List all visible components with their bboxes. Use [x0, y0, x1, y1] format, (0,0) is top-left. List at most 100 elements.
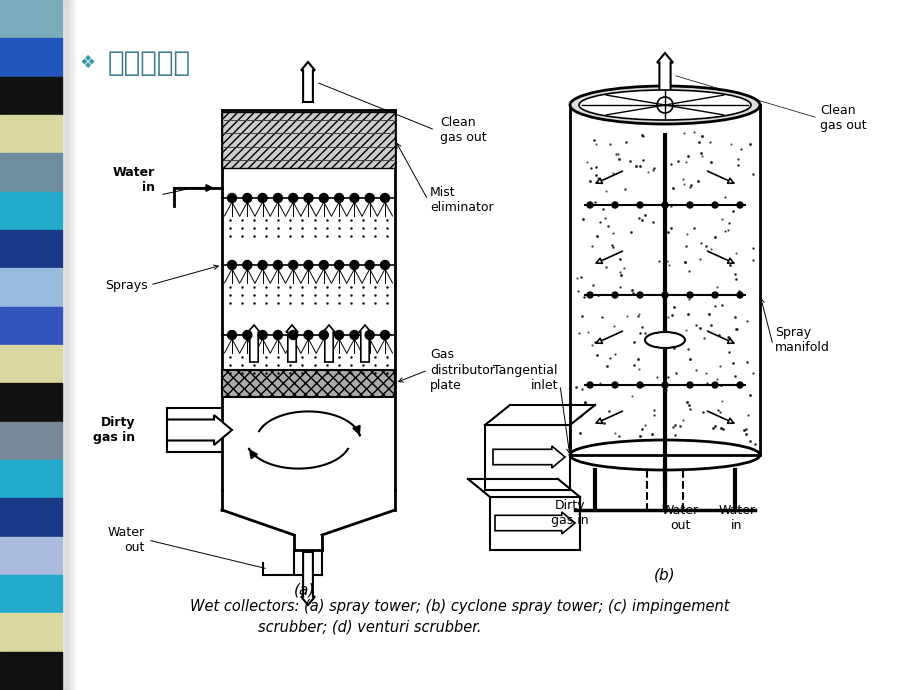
Polygon shape: [248, 325, 260, 362]
Circle shape: [380, 193, 389, 202]
Bar: [221, 370, 394, 397]
Circle shape: [636, 202, 642, 208]
Circle shape: [227, 193, 236, 202]
Circle shape: [586, 202, 593, 208]
Bar: [70, 0, 74, 690]
Circle shape: [736, 382, 743, 388]
Text: Clean
gas out: Clean gas out: [819, 104, 866, 132]
Bar: [0, 306, 62, 345]
Text: 湿式除尘器: 湿式除尘器: [108, 49, 191, 77]
Bar: [0, 537, 62, 575]
Bar: [68, 0, 72, 690]
Text: Sprays: Sprays: [106, 279, 148, 291]
Circle shape: [289, 193, 298, 202]
Text: Dirty
gas in: Dirty gas in: [93, 416, 135, 444]
Bar: [72, 0, 76, 690]
Bar: [0, 575, 62, 613]
Text: Water
out: Water out: [661, 504, 698, 532]
Bar: [0, 0, 62, 39]
Text: Water
out: Water out: [108, 526, 145, 554]
Circle shape: [380, 331, 389, 339]
Circle shape: [656, 97, 673, 113]
Text: (b): (b): [653, 567, 675, 582]
Circle shape: [736, 292, 743, 298]
Polygon shape: [301, 552, 314, 605]
Circle shape: [686, 382, 692, 388]
Circle shape: [611, 202, 618, 208]
Circle shape: [662, 202, 667, 208]
Text: Mist
eliminator: Mist eliminator: [429, 186, 494, 214]
Text: Water
in: Water in: [113, 166, 154, 194]
Text: Water
in: Water in: [718, 504, 754, 532]
Circle shape: [686, 202, 692, 208]
Bar: [66, 0, 70, 690]
Bar: [0, 192, 62, 230]
Circle shape: [662, 382, 667, 388]
Circle shape: [319, 331, 328, 339]
Polygon shape: [358, 325, 370, 362]
Ellipse shape: [644, 332, 685, 348]
Circle shape: [349, 331, 358, 339]
Circle shape: [243, 261, 252, 270]
Bar: [0, 498, 62, 537]
Circle shape: [335, 261, 343, 270]
Circle shape: [662, 292, 667, 298]
Polygon shape: [493, 446, 564, 468]
Polygon shape: [323, 325, 335, 362]
Bar: [64, 0, 68, 690]
Circle shape: [273, 193, 282, 202]
Polygon shape: [494, 512, 574, 534]
Bar: [0, 613, 62, 651]
Text: ❖: ❖: [80, 54, 96, 72]
Circle shape: [380, 261, 389, 270]
Circle shape: [335, 331, 343, 339]
Circle shape: [227, 261, 236, 270]
Bar: [62, 0, 66, 690]
Circle shape: [636, 292, 642, 298]
Circle shape: [289, 261, 298, 270]
Circle shape: [365, 261, 374, 270]
Circle shape: [258, 193, 267, 202]
Polygon shape: [656, 53, 673, 95]
Bar: [0, 422, 62, 460]
Polygon shape: [167, 415, 232, 445]
Ellipse shape: [570, 440, 759, 470]
Ellipse shape: [570, 440, 759, 470]
Circle shape: [365, 193, 374, 202]
Circle shape: [258, 261, 267, 270]
Circle shape: [289, 331, 298, 339]
Circle shape: [365, 331, 374, 339]
Text: Wet collectors: (a) spray tower; (b) cyclone spray tower; (c) impingement: Wet collectors: (a) spray tower; (b) cyc…: [190, 600, 729, 615]
Bar: [0, 384, 62, 422]
Circle shape: [586, 382, 593, 388]
Circle shape: [243, 193, 252, 202]
Circle shape: [258, 331, 267, 339]
Bar: [221, 112, 394, 168]
Circle shape: [273, 331, 282, 339]
Circle shape: [303, 193, 312, 202]
Text: Clean
gas out: Clean gas out: [439, 116, 486, 144]
Circle shape: [273, 261, 282, 270]
Circle shape: [636, 382, 642, 388]
Circle shape: [711, 202, 717, 208]
Text: (a): (a): [294, 582, 315, 598]
Circle shape: [586, 292, 593, 298]
Polygon shape: [286, 325, 298, 362]
Polygon shape: [301, 62, 314, 102]
Bar: [0, 230, 62, 268]
Circle shape: [243, 331, 252, 339]
Circle shape: [611, 292, 618, 298]
Bar: [0, 115, 62, 153]
Circle shape: [686, 292, 692, 298]
Circle shape: [319, 193, 328, 202]
Bar: [0, 153, 62, 192]
Text: Gas
distributor
plate: Gas distributor plate: [429, 348, 494, 391]
Circle shape: [335, 193, 343, 202]
Circle shape: [349, 261, 358, 270]
Ellipse shape: [570, 86, 759, 124]
Circle shape: [711, 382, 717, 388]
Circle shape: [711, 292, 717, 298]
Text: Spray
manifold: Spray manifold: [774, 326, 829, 354]
Bar: [0, 77, 62, 115]
Text: Tangential
inlet: Tangential inlet: [493, 364, 558, 392]
